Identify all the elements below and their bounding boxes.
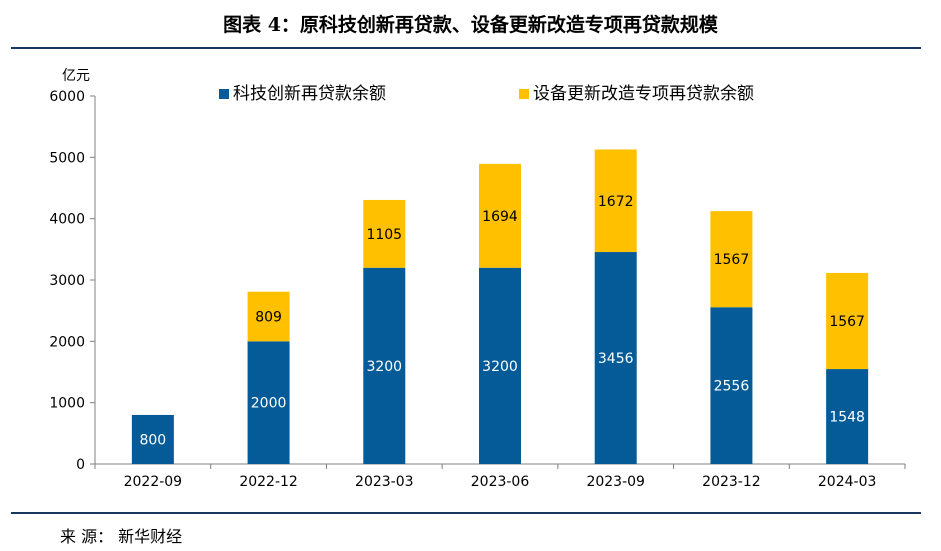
data-label: 809 xyxy=(255,310,282,326)
data-label: 1567 xyxy=(829,314,865,330)
data-label: 1694 xyxy=(482,209,518,225)
legend-label-tech-loan: 科技创新再贷款余额 xyxy=(233,84,386,104)
y-tick-label: 2000 xyxy=(49,334,85,350)
page-title: 图表 4：原科技创新再贷款、设备更新改造专项再贷款规模 xyxy=(223,14,718,36)
legend-swatch-tech-loan xyxy=(219,89,229,99)
data-label: 3456 xyxy=(598,351,634,367)
data-label: 1548 xyxy=(829,410,865,426)
bar-2023-09-tech-loan xyxy=(594,252,637,464)
bar-2023-12-tech-loan xyxy=(710,307,753,464)
data-label: 1105 xyxy=(366,227,402,243)
data-label: 2556 xyxy=(714,379,750,395)
y-tick-label: 5000 xyxy=(49,150,85,166)
y-tick-label: 3000 xyxy=(49,273,85,289)
legend-swatch-equipment-loan xyxy=(519,89,529,99)
bar-2024-03-tech-loan xyxy=(826,369,869,464)
data-label: 3200 xyxy=(482,359,518,375)
y-tick-label: 4000 xyxy=(49,212,85,228)
x-tick-label: 2022-09 xyxy=(124,474,183,490)
y-tick-label: 6000 xyxy=(49,89,85,105)
data-label: 800 xyxy=(139,432,166,448)
bar-2023-06-equipment-loan xyxy=(479,163,521,268)
data-label: 1567 xyxy=(714,252,750,268)
x-tick-label: 2023-06 xyxy=(471,474,530,490)
data-label: 2000 xyxy=(251,396,287,412)
source-divider xyxy=(11,512,921,514)
y-axis-unit: 亿元 xyxy=(62,68,90,84)
bar-2023-03-tech-loan xyxy=(363,267,406,464)
x-tick-label: 2024-03 xyxy=(818,474,877,490)
bar-2022-09-tech-loan xyxy=(131,414,174,464)
data-label: 3200 xyxy=(366,359,402,375)
bar-2023-12-equipment-loan xyxy=(710,211,753,308)
data-label: 1672 xyxy=(598,194,634,210)
title-divider xyxy=(11,47,921,49)
bar-2024-03-equipment-loan xyxy=(826,272,869,370)
bar-2023-03-equipment-loan xyxy=(363,199,406,268)
y-tick-label: 0 xyxy=(76,457,85,473)
x-tick-label: 2023-03 xyxy=(355,474,414,490)
bar-2022-12-tech-loan xyxy=(247,341,290,464)
x-tick-label: 2023-09 xyxy=(586,474,645,490)
bar-2023-06-tech-loan xyxy=(479,267,521,464)
source-note: 来 源： 新华财经 xyxy=(60,527,183,546)
y-tick-label: 1000 xyxy=(49,396,85,412)
x-tick-label: 2023-12 xyxy=(702,474,761,490)
bar-2022-12-equipment-loan xyxy=(247,291,290,342)
x-tick-label: 2022-12 xyxy=(239,474,298,490)
legend-label-equipment-loan: 设备更新改造专项再贷款余额 xyxy=(533,84,754,104)
bar-2023-09-equipment-loan xyxy=(594,149,637,253)
